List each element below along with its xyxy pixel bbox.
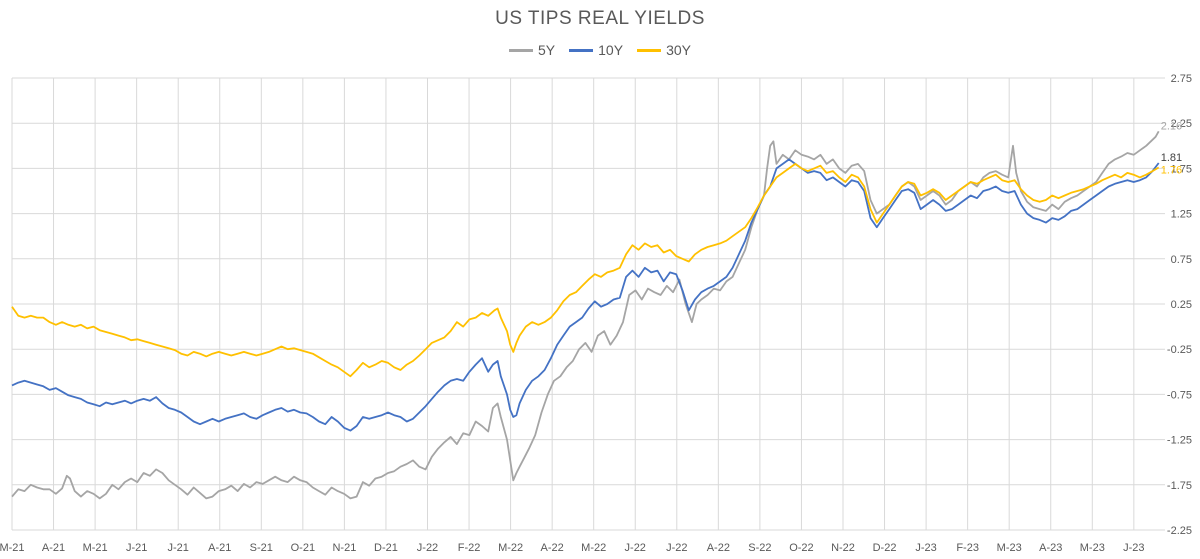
y-tick-label: -0.25 — [1167, 344, 1192, 356]
y-tick-label: -1.75 — [1167, 480, 1192, 492]
series-line-10y — [11, 158, 1160, 432]
x-tick-label: M-22 — [498, 542, 523, 554]
legend-label: 30Y — [666, 42, 691, 58]
x-tick-label: A-23 — [1039, 542, 1062, 554]
y-tick-label: -2.25 — [1167, 525, 1192, 537]
x-tick-label: J-22 — [625, 542, 646, 554]
x-tick-label: N-21 — [332, 542, 356, 554]
y-tick-label: 0.75 — [1171, 254, 1192, 266]
y-tick-label: 1.75 — [1171, 163, 1192, 175]
x-tick-label: M-21 — [83, 542, 108, 554]
legend-item-30y: 30Y — [637, 42, 691, 58]
end-label-5y: 2.16 — [1161, 120, 1182, 132]
legend-swatch — [569, 48, 594, 52]
x-tick-label: S-22 — [748, 542, 771, 554]
x-tick-label: O-21 — [291, 542, 315, 554]
x-tick-label: F-22 — [458, 542, 481, 554]
x-tick-label: M-21 — [0, 542, 25, 554]
x-tick-label: J-23 — [1123, 542, 1144, 554]
x-tick-label: S-21 — [250, 542, 273, 554]
x-tick-label: M-23 — [1080, 542, 1105, 554]
legend-label: 10Y — [598, 42, 624, 58]
y-tick-label: 1.25 — [1171, 209, 1192, 221]
y-tick-label: -1.25 — [1167, 435, 1192, 447]
x-tick-label: J-22 — [417, 542, 438, 554]
end-label-30y: 1.76 — [1161, 164, 1182, 176]
x-tick-label: M-22 — [581, 542, 606, 554]
series-line-30y — [11, 163, 1160, 378]
legend-item-5y: 5Y — [509, 42, 555, 58]
legend-swatch — [637, 48, 662, 52]
legend-swatch — [509, 48, 534, 52]
end-label-10y: 1.81 — [1161, 152, 1182, 164]
x-tick-label: D-22 — [873, 542, 897, 554]
y-tick-label: 0.25 — [1171, 299, 1192, 311]
x-tick-label: M-23 — [997, 542, 1022, 554]
x-tick-label: A-22 — [707, 542, 730, 554]
x-tick-label: D-21 — [374, 542, 398, 554]
x-tick-label: J-21 — [126, 542, 147, 554]
y-tick-label: -0.75 — [1167, 389, 1192, 401]
series-line-5y — [11, 130, 1160, 500]
x-tick-label: F-23 — [956, 542, 979, 554]
x-tick-label: O-22 — [789, 542, 813, 554]
x-tick-label: J-21 — [167, 542, 188, 554]
chart-legend: 5Y 10Y 30Y — [0, 42, 1200, 58]
x-tick-label: J-23 — [915, 542, 936, 554]
x-tick-label: A-21 — [208, 542, 231, 554]
legend-label: 5Y — [538, 42, 556, 58]
y-tick-label: 2.75 — [1171, 73, 1192, 85]
chart-title: US TIPS REAL YIELDS — [495, 8, 705, 29]
x-tick-label: A-21 — [42, 542, 65, 554]
x-tick-label: N-22 — [831, 542, 855, 554]
x-tick-label: J-22 — [666, 542, 687, 554]
legend-item-10y: 10Y — [569, 42, 623, 58]
x-tick-label: A-22 — [541, 542, 564, 554]
y-tick-label: 2.25 — [1171, 118, 1192, 130]
